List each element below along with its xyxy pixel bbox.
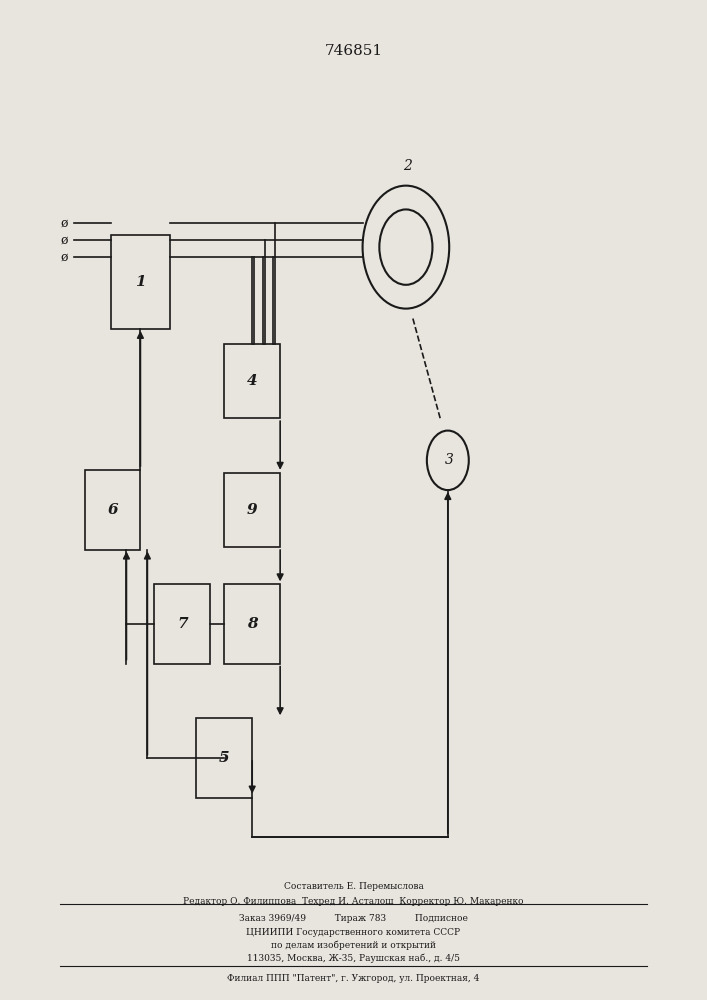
FancyBboxPatch shape: [224, 584, 280, 664]
Text: 113035, Москва, Ж-35, Раушская наб., д. 4/5: 113035, Москва, Ж-35, Раушская наб., д. …: [247, 953, 460, 963]
FancyBboxPatch shape: [85, 470, 141, 550]
Text: ø: ø: [61, 251, 69, 264]
FancyBboxPatch shape: [111, 235, 170, 329]
Text: Филиал ППП "Патент", г. Ужгород, ул. Проектная, 4: Филиал ППП "Патент", г. Ужгород, ул. Про…: [228, 974, 479, 983]
FancyBboxPatch shape: [224, 473, 280, 547]
Text: 7: 7: [177, 617, 187, 631]
Circle shape: [380, 209, 433, 285]
Text: 8: 8: [247, 617, 257, 631]
FancyBboxPatch shape: [197, 718, 252, 798]
Circle shape: [427, 431, 469, 490]
Text: 9: 9: [247, 503, 257, 517]
Text: 2: 2: [403, 159, 411, 173]
Text: 4: 4: [247, 374, 257, 388]
Text: ø: ø: [61, 234, 69, 247]
FancyBboxPatch shape: [154, 584, 210, 664]
Text: 1: 1: [135, 275, 146, 289]
Text: Редактор О. Филиппова  Техред И. Асталош  Корректор Ю. Макаренко: Редактор О. Филиппова Техред И. Асталош …: [183, 897, 524, 906]
Text: по делам изобретений и открытий: по делам изобретений и открытий: [271, 940, 436, 950]
FancyBboxPatch shape: [224, 344, 280, 418]
Text: 6: 6: [107, 503, 118, 517]
Text: Составитель Е. Перемыслова: Составитель Е. Перемыслова: [284, 882, 423, 891]
Text: 5: 5: [219, 751, 230, 765]
Text: 746851: 746851: [325, 44, 382, 58]
Text: Заказ 3969/49          Тираж 783          Подписное: Заказ 3969/49 Тираж 783 Подписное: [239, 914, 468, 923]
Text: ø: ø: [61, 217, 69, 230]
Text: 3: 3: [445, 453, 454, 467]
Text: ЦНИИПИ Государственного комитета СССР: ЦНИИПИ Государственного комитета СССР: [247, 928, 460, 937]
Circle shape: [363, 186, 449, 309]
